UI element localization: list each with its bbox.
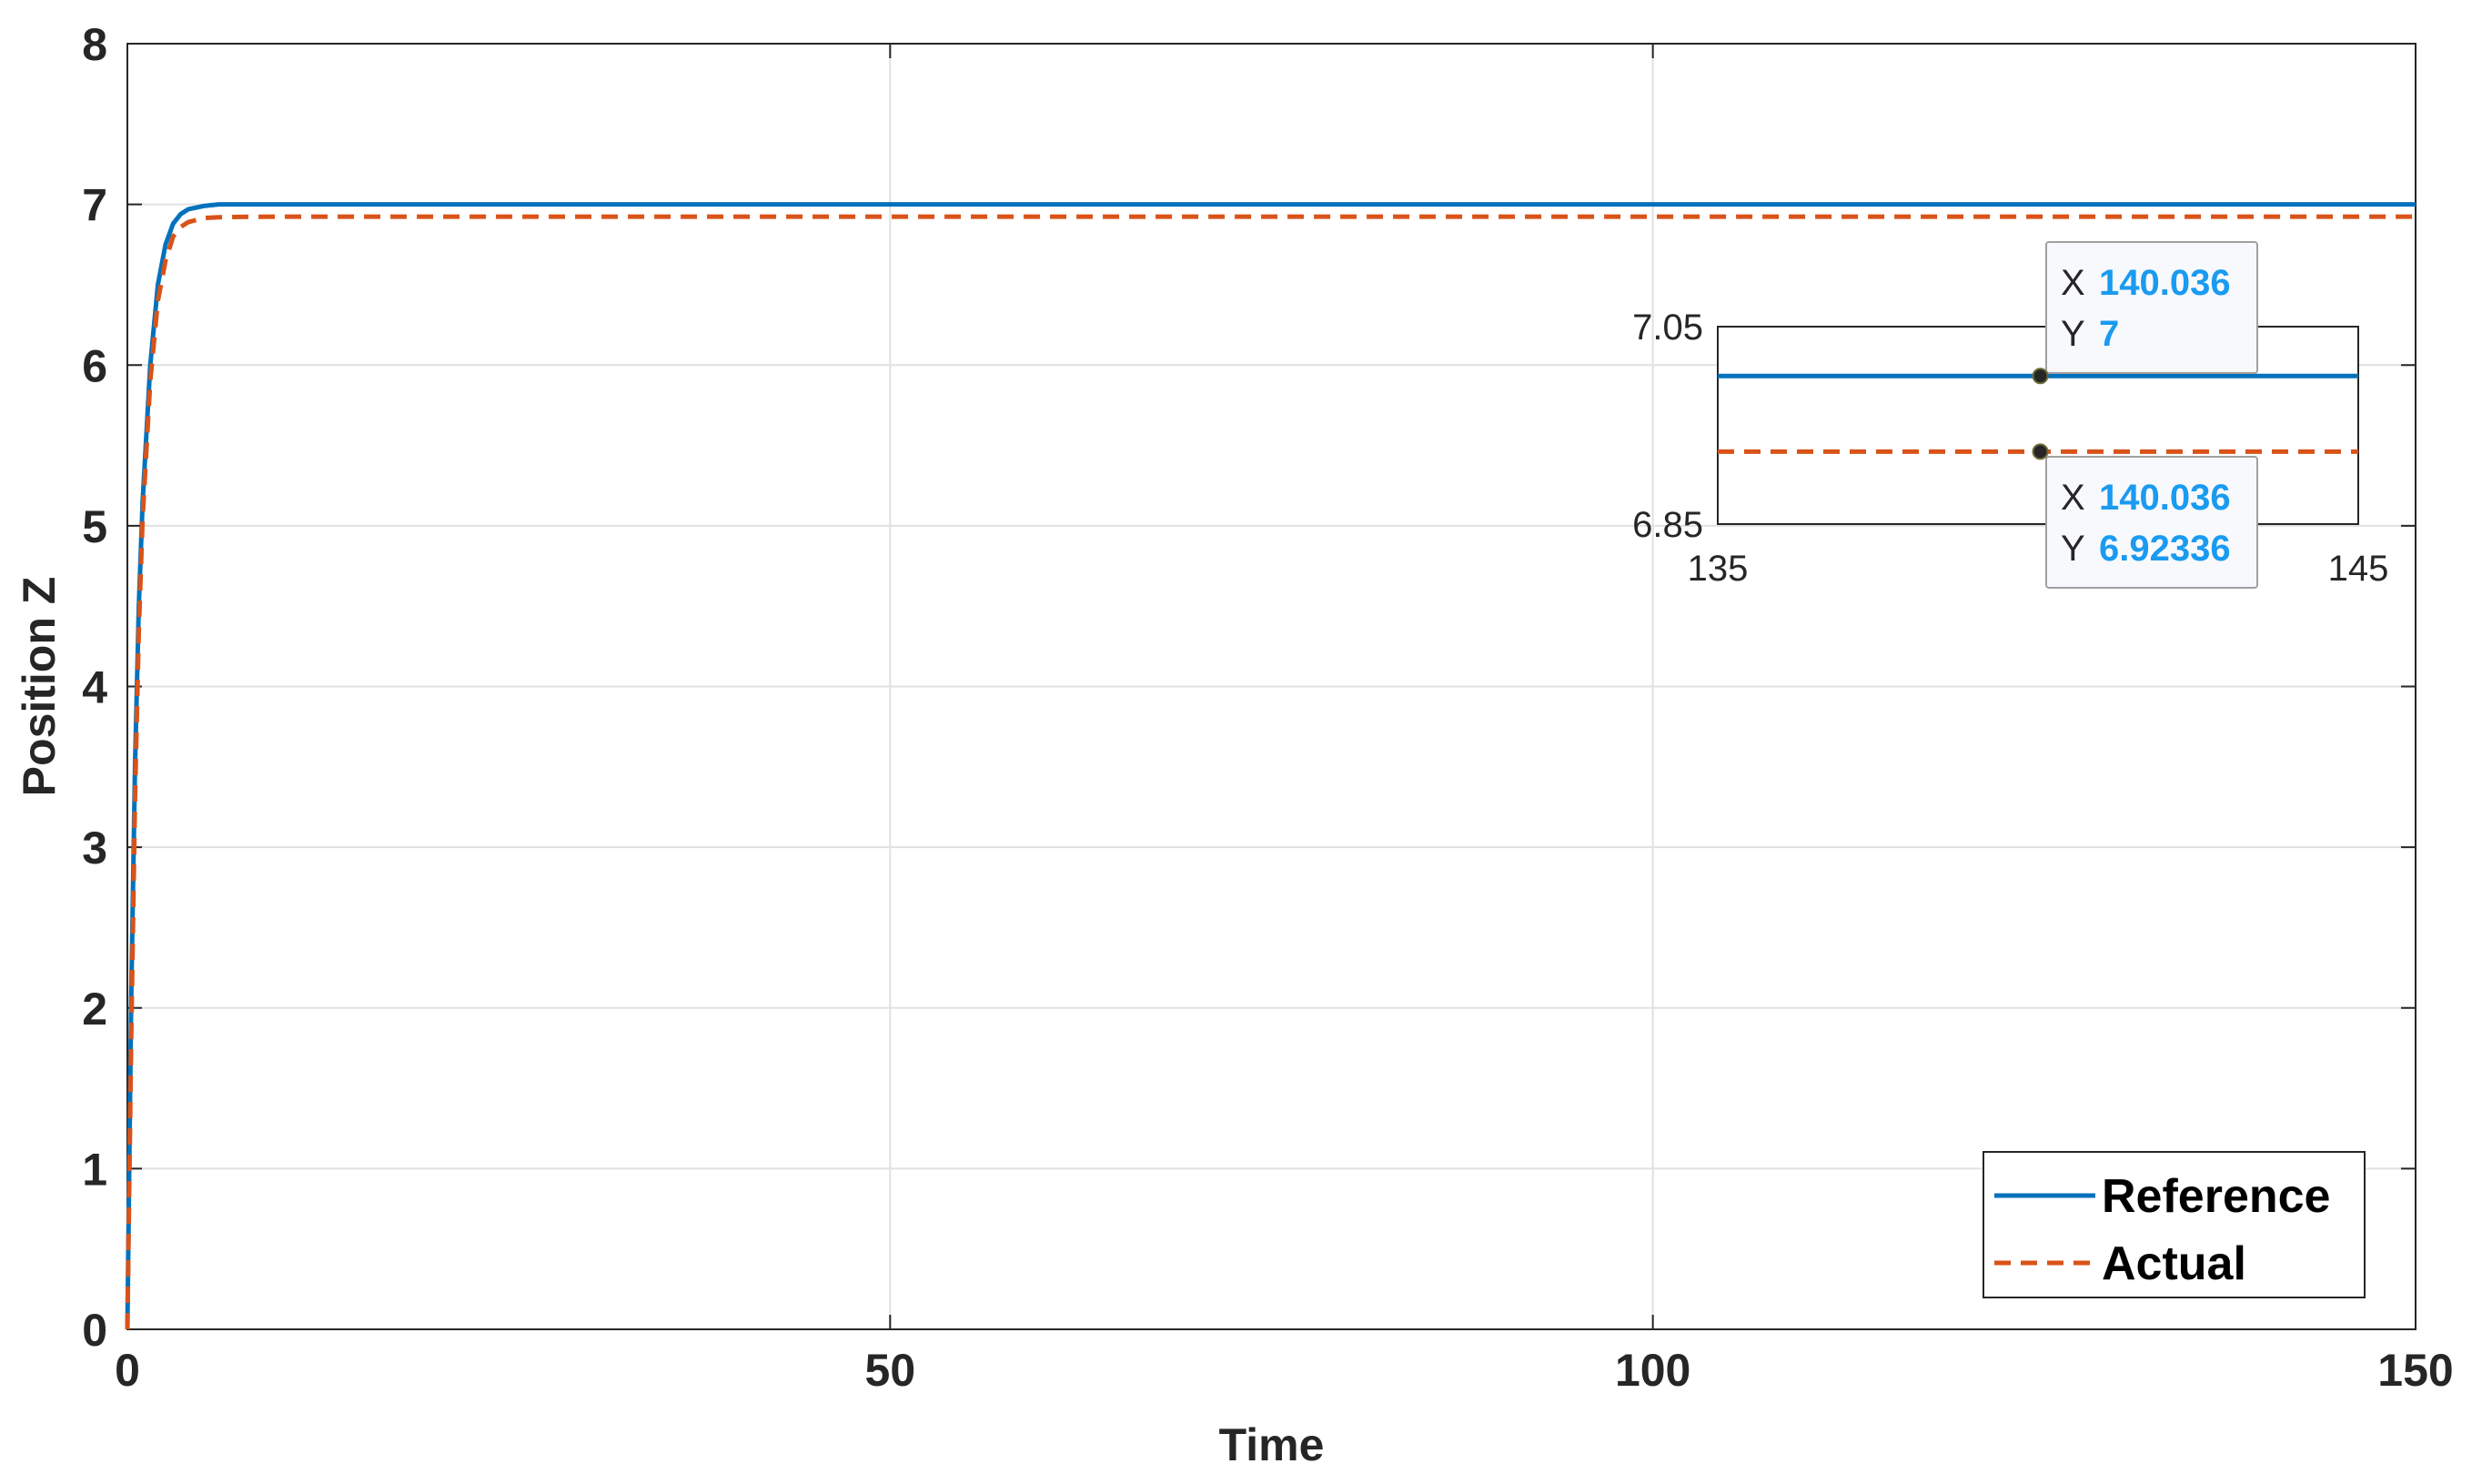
datatip-x-key: X [2061, 478, 2085, 518]
x-tick-label: 0 [115, 1345, 140, 1396]
legend-label-actual: Actual [2102, 1237, 2246, 1290]
x-tick-label: 100 [1615, 1345, 1690, 1396]
datatip-box [2045, 241, 2258, 374]
series-line-actual [125, 214, 2416, 1330]
inset-x-tick-label-right: 145 [2328, 549, 2389, 589]
datatip-y-key: Y [2061, 529, 2085, 569]
datatip-box [2045, 456, 2258, 589]
legend-label-reference: Reference [2102, 1170, 2330, 1223]
inset-x-tick-label-left: 135 [1688, 549, 1749, 589]
datatip-marker [2032, 443, 2049, 460]
y-tick-label: 6 [82, 340, 107, 391]
y-tick-label: 0 [82, 1305, 107, 1356]
x-axis-label: Time [1219, 1419, 1325, 1470]
y-tick-label: 7 [82, 180, 107, 231]
x-tick-label: 150 [2377, 1345, 2453, 1396]
datatip-y-value: 7 [2099, 314, 2119, 354]
y-tick-label: 4 [82, 662, 107, 713]
datatip-x-value: 140.036 [2099, 263, 2231, 303]
legend-box [1983, 1151, 2366, 1298]
y-tick-label: 3 [82, 823, 107, 873]
y-tick-label: 2 [82, 984, 107, 1035]
inset-axes-box [1717, 326, 2359, 525]
y-tick-label: 1 [82, 1144, 107, 1195]
y-tick-label: 8 [82, 19, 107, 70]
main-plot-area: 0 50 100 150 0 1 2 3 4 5 6 7 8 Time Position Z [14, 19, 2454, 1470]
datatip-y-value: 6.92336 [2099, 529, 2231, 569]
datatip-x-value: 140.036 [2099, 478, 2231, 518]
datatip-marker [2032, 368, 2049, 385]
y-axis-label: Position Z [14, 577, 65, 797]
datatip-y-key: Y [2061, 314, 2085, 354]
x-tick-label: 50 [865, 1345, 916, 1396]
datatip-x-key: X [2061, 263, 2085, 303]
inset-y-tick-label-bottom: 6.85 [1632, 505, 1703, 545]
legend: Reference Actual [1983, 1151, 2366, 1298]
inset-y-tick-label-top: 7.05 [1632, 308, 1703, 348]
y-tick-label: 5 [82, 501, 107, 552]
